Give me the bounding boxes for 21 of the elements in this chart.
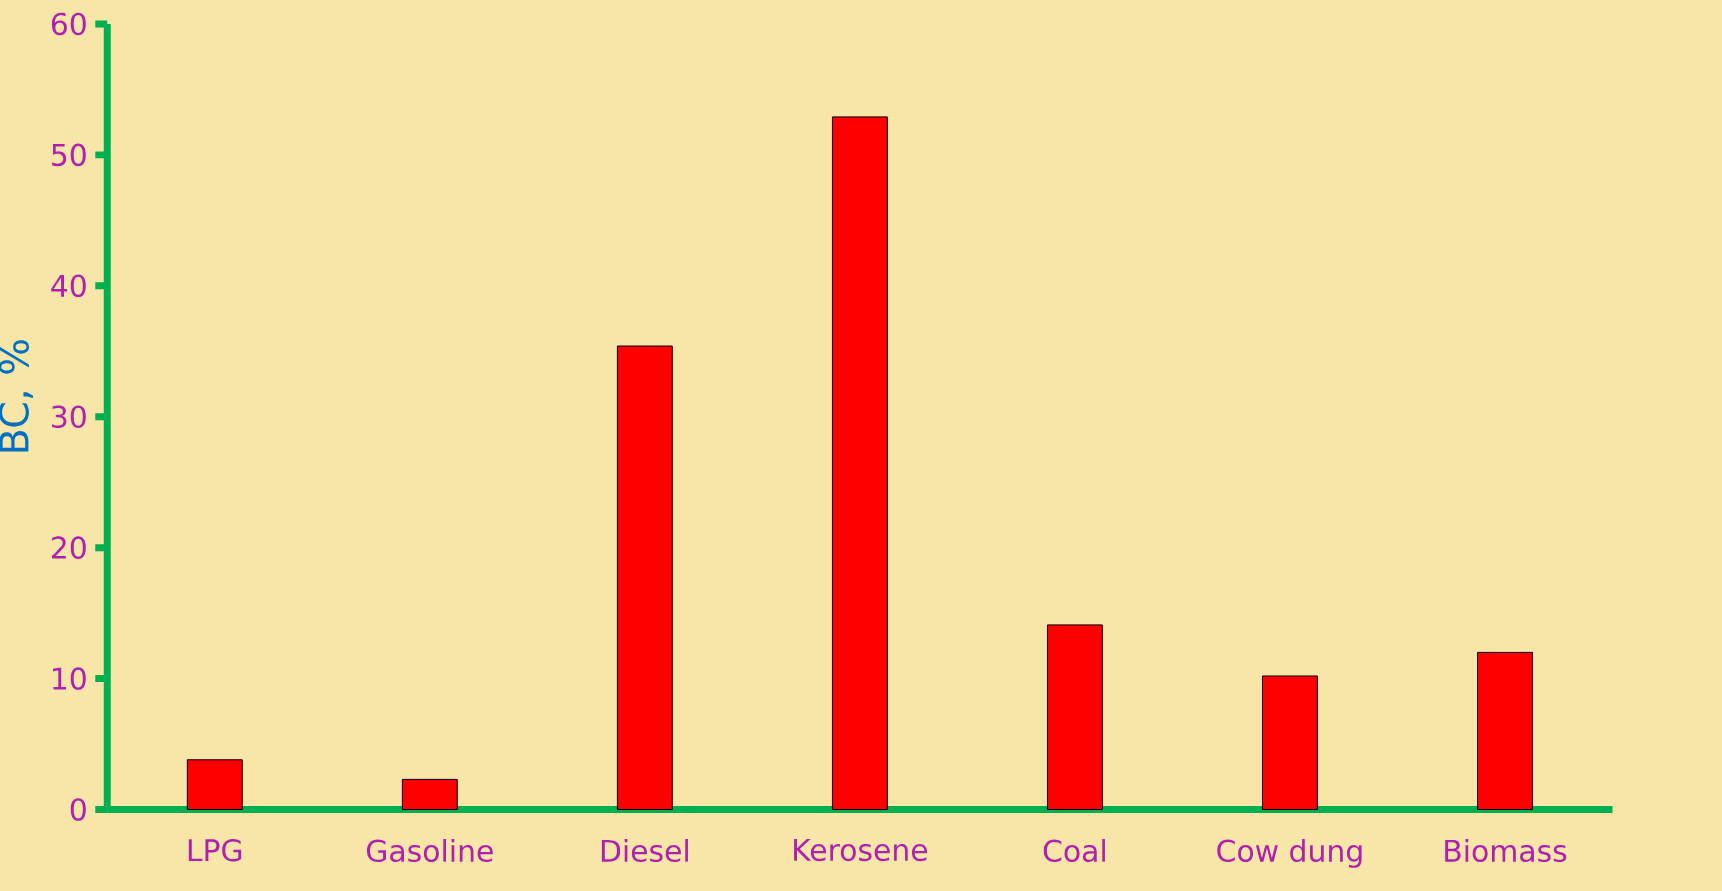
- y-tick-label: 30: [52, 405, 86, 428]
- y-tick-label: 60: [51, 12, 86, 36]
- bar: [831, 116, 888, 810]
- y-tick-label: 50: [52, 143, 86, 166]
- x-tick-label: Diesel: [601, 838, 688, 862]
- y-tick-label: 40: [51, 274, 86, 297]
- y-tick-label: 20: [51, 536, 86, 559]
- x-tick-label: Coal: [1043, 838, 1105, 862]
- bar: [401, 778, 458, 810]
- x-tick-label: Gasoline: [366, 838, 493, 862]
- y-tick-label: 0: [70, 798, 86, 821]
- x-tick-label: Kerosene: [794, 838, 928, 861]
- bar: [1477, 651, 1533, 810]
- x-tick-label: Cow dung: [1217, 838, 1362, 868]
- y-tick-label: 10: [53, 667, 86, 690]
- bar: [1046, 624, 1103, 810]
- bar: [616, 345, 673, 810]
- x-tick-label: Biomass: [1445, 838, 1567, 862]
- x-tick-label: LPG: [188, 838, 242, 862]
- bar: [186, 759, 243, 810]
- bar: [1262, 675, 1318, 810]
